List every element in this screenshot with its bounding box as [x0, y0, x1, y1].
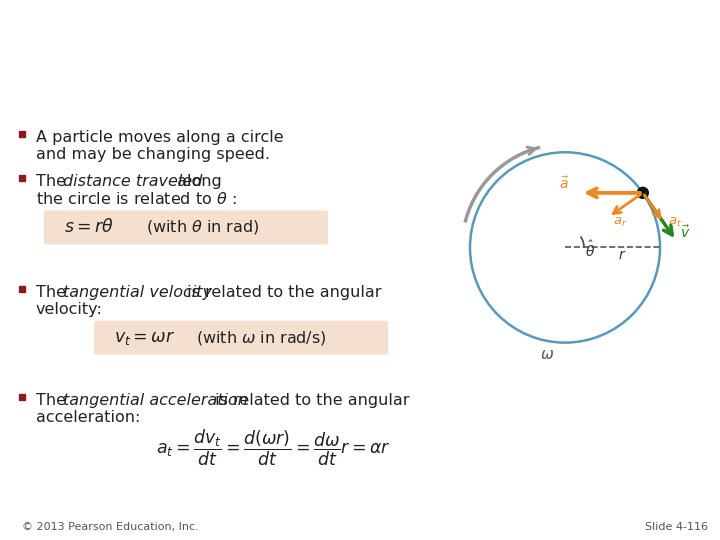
Text: $r$: $r$ [618, 248, 626, 262]
Circle shape [637, 187, 648, 198]
Text: acceleration:: acceleration: [36, 410, 140, 425]
Text: is related to the angular: is related to the angular [182, 285, 382, 300]
Bar [19, 176, 25, 181]
Text: $\hat{\theta}$: $\hat{\theta}$ [585, 240, 595, 260]
Text: $\vec{v}$: $\vec{v}$ [680, 225, 690, 241]
Text: (with $\omega$ in rad/s): (with $\omega$ in rad/s) [196, 329, 327, 347]
Text: $a_r$: $a_r$ [613, 216, 628, 229]
Text: the circle is related to $\theta$ :: the circle is related to $\theta$ : [36, 191, 237, 207]
Text: The: The [36, 393, 71, 408]
Text: $a_t = \dfrac{dv_t}{dt} = \dfrac{d(\omega r)}{dt} = \dfrac{d\omega}{dt}r = \alph: $a_t = \dfrac{dv_t}{dt} = \dfrac{d(\omeg… [156, 428, 391, 468]
Text: Slide 4-116: Slide 4-116 [645, 522, 708, 532]
Text: $s = r\theta$: $s = r\theta$ [64, 218, 114, 237]
Text: © 2013 Pearson Education, Inc.: © 2013 Pearson Education, Inc. [22, 522, 199, 532]
Text: Nonuniform Circular Motion: Nonuniform Circular Motion [10, 17, 445, 45]
Text: distance traveled: distance traveled [63, 174, 202, 190]
Text: velocity:: velocity: [36, 301, 103, 316]
Text: is related to the angular: is related to the angular [210, 393, 410, 408]
Text: A particle moves along a circle: A particle moves along a circle [36, 130, 284, 145]
Text: $\vec{a}$: $\vec{a}$ [559, 175, 569, 192]
FancyBboxPatch shape [44, 211, 328, 245]
Text: tangential velocity: tangential velocity [63, 285, 212, 300]
Text: tangential acceleration: tangential acceleration [63, 393, 248, 408]
Text: along: along [172, 174, 222, 190]
Text: and may be changing speed.: and may be changing speed. [36, 147, 270, 162]
Bar [19, 394, 25, 400]
Text: The: The [36, 174, 71, 190]
Bar [19, 131, 25, 137]
Text: $\omega$: $\omega$ [540, 347, 554, 362]
Text: (with $\theta$ in rad): (with $\theta$ in rad) [146, 218, 259, 237]
FancyBboxPatch shape [94, 321, 388, 355]
Bar [19, 286, 25, 292]
Text: The: The [36, 285, 71, 300]
Text: $v_t = \omega r$: $v_t = \omega r$ [114, 329, 176, 347]
Text: $a_t$: $a_t$ [668, 215, 683, 228]
